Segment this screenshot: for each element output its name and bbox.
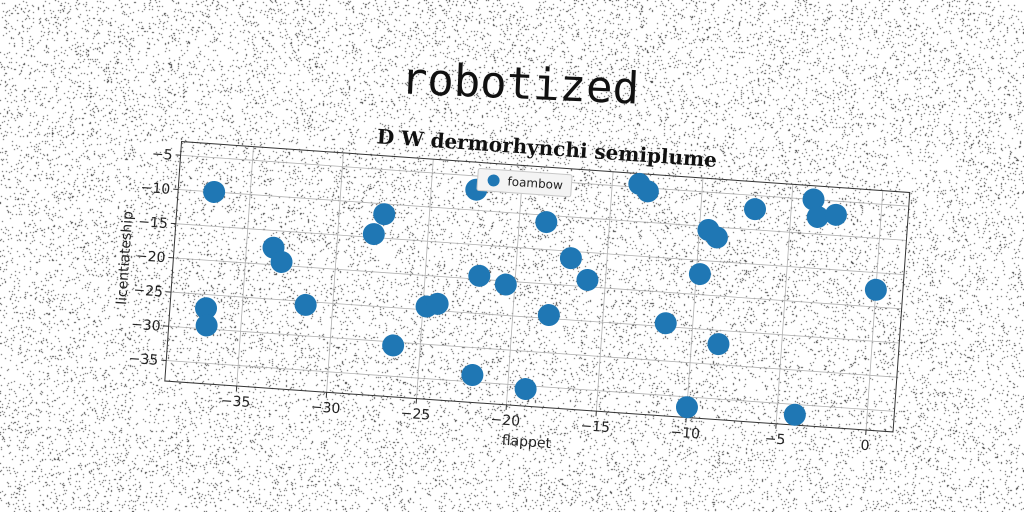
x-tick-label: −20 [490,412,521,430]
legend-box [476,167,573,198]
x-grid-line [595,171,614,412]
scatter-point [494,273,517,296]
scatter-chart: D W dermorhynchi semiplume −35 −30 −25 −20−… [101,97,922,482]
y-tick-label: −20 [135,248,166,266]
legend: foambow [476,167,573,198]
y-grid-line [173,257,902,310]
scatter-point [195,297,218,320]
x-grid-line [236,146,254,387]
x-grid-line [685,178,704,418]
y-tick-label: −25 [133,282,164,300]
x-tick-label: 0 [860,438,870,455]
scatter-point [744,198,767,221]
scatter-point [864,278,887,301]
scatter-point [373,203,396,226]
x-tick-label: −30 [310,399,341,417]
scatter-point [707,333,730,356]
y-grid-line [175,223,905,275]
scatter-point [270,250,293,273]
scatter-point [576,268,599,291]
x-grid-line [326,152,344,393]
axis-ticks: −35 −30 −25 −20 −15 −10 −5 0 −5 −10 −15 −20 −25 −30 −3… [128,146,870,455]
scatter-point [824,203,847,226]
y-grid-line [168,325,897,378]
x-tick-label: −15 [580,418,611,436]
scatter-point [203,180,226,203]
figure-suptitle: robotized [399,53,641,115]
x-grid-line [416,159,434,399]
y-tick-label: −35 [128,351,159,369]
scatter-point [705,226,728,249]
y-tick-label: −15 [138,214,169,232]
y-axis-label: licentiateship [114,210,137,305]
scatter-point [468,264,491,287]
scatter-point [382,334,405,357]
grid-lines [166,146,909,431]
x-tick-label: −25 [400,406,431,424]
y-tick-label: −30 [131,317,162,335]
chart-svg: D W dermorhynchi semiplume −35 −30 −25 −20−… [114,124,911,455]
scatter-point [688,263,711,286]
y-tick-label: −10 [140,180,171,198]
x-grid-line [775,184,794,424]
scatter-point [426,292,449,315]
scatter-point [362,223,385,246]
scatter-point [535,211,558,234]
legend-marker [487,174,500,187]
x-tick-label: −10 [670,424,701,442]
scatter-point [537,304,560,327]
scatter-point [461,364,484,387]
y-grid-line [170,291,900,344]
scatter-point [802,188,825,211]
legend-entry: foambow [507,174,563,192]
scatter-point [636,180,659,203]
scatter-point [294,293,317,316]
x-axis-label: flappet [501,433,552,452]
x-tick-label: −35 [220,393,251,411]
scatter-point [514,378,537,401]
scatter-point [806,206,829,229]
scatter-point [559,247,582,270]
x-grid-line [865,190,884,431]
y-tick-label: −5 [151,146,173,163]
scatter-points [195,172,887,426]
scatter-point [675,396,698,419]
x-tick-label: −5 [764,431,786,448]
scatter-point [654,312,677,335]
plot-frame [164,141,911,433]
scatter-point [195,314,218,337]
scatter-point [783,403,806,426]
